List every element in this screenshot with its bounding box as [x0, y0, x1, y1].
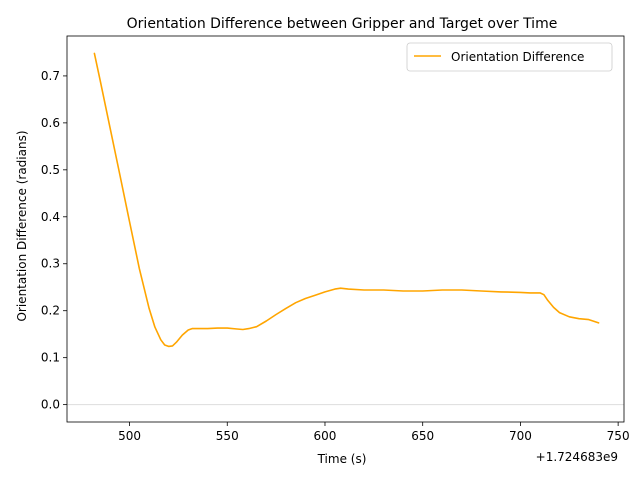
x-tick-label: 600 — [314, 429, 337, 443]
x-tick-label: 500 — [118, 429, 141, 443]
x-tick-label: 750 — [607, 429, 630, 443]
y-tick-label: 0.5 — [41, 163, 60, 177]
axes-frame — [66, 35, 625, 423]
x-axis: 500 550 600 650 700 750 — [118, 422, 630, 443]
y-tick-label: 0.7 — [41, 69, 60, 83]
y-tick-label: 0.1 — [41, 351, 60, 365]
y-tick-label: 0.2 — [41, 304, 60, 318]
y-axis: 0.0 0.1 0.2 0.3 0.4 0.5 0.6 0.7 — [41, 69, 67, 412]
y-tick-label: 0.6 — [41, 116, 60, 130]
series-line-0 — [93, 52, 600, 348]
x-tick-label: 550 — [216, 429, 239, 443]
x-axis-label: Time (s) — [317, 452, 367, 466]
plot-area — [66, 35, 625, 423]
legend-series-label: Orientation Difference — [451, 50, 584, 64]
x-axis-offset-label: +1.724683e9 — [536, 450, 618, 464]
y-axis-label: Orientation Difference (radians) — [15, 130, 29, 321]
y-tick-label: 0.4 — [41, 210, 60, 224]
y-tick-label: 0.3 — [41, 257, 60, 271]
y-tick-label: 0.0 — [41, 398, 60, 412]
chart-title: Orientation Difference between Gripper a… — [127, 16, 558, 32]
x-tick-label: 650 — [411, 429, 434, 443]
legend: Orientation Difference — [406, 42, 613, 72]
x-tick-label: 700 — [509, 429, 532, 443]
legend-box — [406, 42, 613, 72]
